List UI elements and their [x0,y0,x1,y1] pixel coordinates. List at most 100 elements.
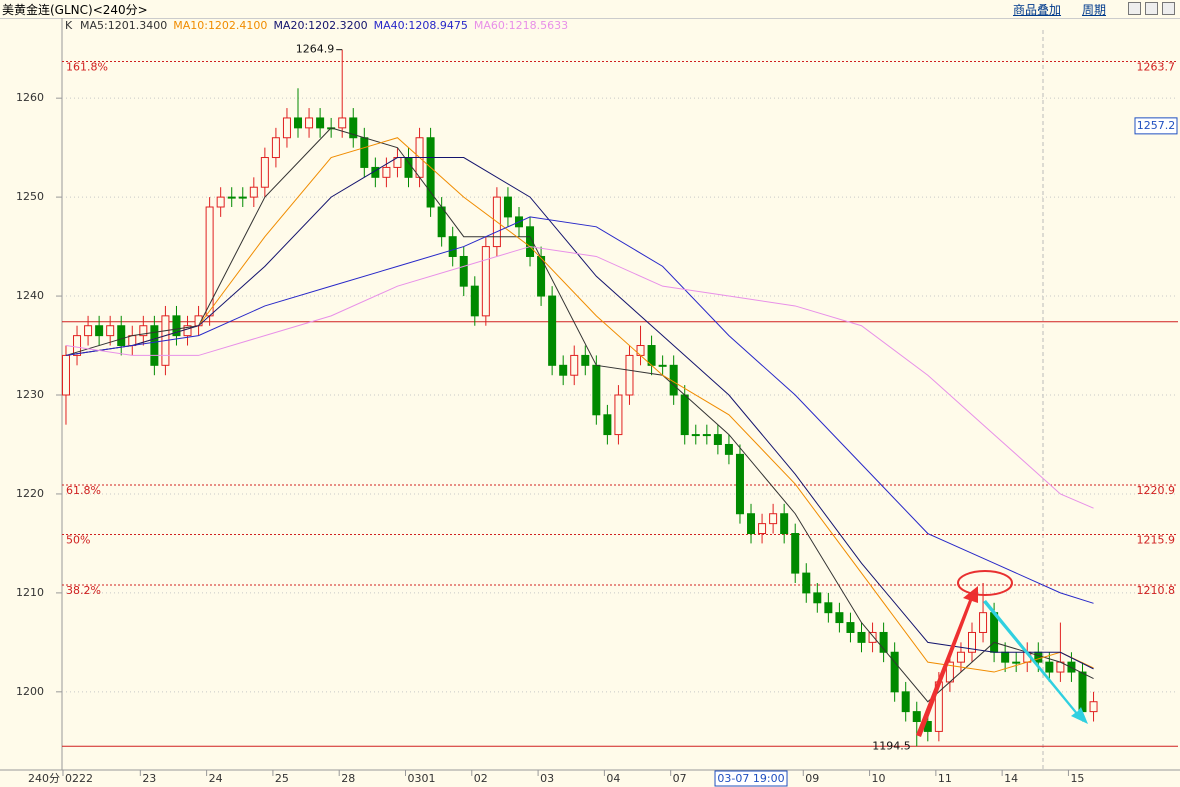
x-tick-label: 25 [275,772,289,785]
fib-value: 1220.9 [1137,484,1176,497]
x-tick-label: 15 [1070,772,1084,785]
x-tick-label: 11 [938,772,952,785]
candle-body [603,414,612,436]
fib-ratio: 61.8% [66,484,101,497]
x-tick-label: 07 [673,772,687,785]
title-bar: 美黄金连(GLNC)<240分> 商品叠加 周期 [0,0,1180,19]
nav-button[interactable] [1162,2,1175,15]
candle-body [636,345,645,356]
x-tick-label: 14 [1004,772,1018,785]
x-tick-label: 10 [872,772,886,785]
candle-body [216,196,225,208]
candle-body [1045,661,1054,673]
period-label: 240分 [28,772,60,785]
cursor-time: 03-07 19:00 [717,772,784,785]
candle-body [128,335,137,347]
cursor-price: 1257.2 [1137,119,1176,132]
cursor-price-box [1134,117,1178,135]
candle-body [1012,661,1021,664]
nav-button[interactable] [1145,2,1158,15]
candle-body [592,364,601,416]
period-button[interactable]: 周期 [1082,3,1107,17]
candle-body [338,117,347,129]
candle-body [73,335,82,356]
candle-body [791,533,800,574]
fib-ratio: 161.8% [66,61,108,74]
candle-body [404,157,413,178]
candle-body [139,325,148,337]
low-label: 1194.5 [872,739,911,752]
high-label: 1264.9 [296,43,335,56]
candle-body [614,394,623,436]
candle-body [702,434,711,437]
candle-body [802,572,811,594]
candle-body [448,236,457,257]
candle-body [581,354,590,366]
candle-body [1078,671,1087,713]
candle-body [349,117,358,139]
y-tick-label: 1240 [16,289,44,302]
candle-body [481,246,490,317]
candle-body [227,196,236,199]
candle-body [647,345,656,366]
marks: 1200 1210 1220 1230 1240 1250 1260 0222 23 24 25 28… [16,19,1178,787]
x-tick-label: 23 [142,772,156,785]
y-tick-label: 1250 [16,190,44,203]
y-tick-label: 1200 [16,685,44,698]
candle-body [990,612,999,653]
x-tick-label: 0301 [407,772,435,785]
candle-body [117,325,126,347]
ma-line [65,216,1094,604]
candle-body [526,226,535,257]
candle-body [437,206,446,238]
legend-entry: MA60:1218.5633 [474,19,568,32]
candle-body [1001,651,1010,663]
candle-body [316,117,325,129]
candle-body [537,255,546,297]
candle-body [735,453,744,515]
ma-line [65,127,1094,703]
chart: K 240分 1200 1210 1220 1230 1240 1250 1260 0222 2… [0,18,1180,787]
candle-body [305,117,314,129]
candle-body [846,622,855,633]
x-tick-label: 04 [606,772,620,785]
candle-body [95,325,104,337]
legend-entry: MA5:1201.3400 [80,19,167,32]
y-tick-label: 1260 [16,91,44,104]
candle-body [868,631,877,643]
instrument-title: 美黄金连(GLNC)<240分> [2,3,148,17]
overlay-button[interactable]: 商品叠加 [1013,3,1062,17]
candle-body [61,354,70,396]
candle-body [470,285,479,317]
y-tick-label: 1210 [16,586,44,599]
fib-ratio: 50% [66,534,90,547]
y-tick-label: 1220 [16,487,44,500]
ma-line [65,137,1094,673]
candle-body [780,513,789,535]
candle-body [106,325,115,337]
x-tick-label: 02 [474,772,488,785]
fib-ratio: 38.2% [66,584,101,597]
candle-body [769,513,778,525]
candle-body [724,443,733,455]
candle-body [183,325,192,337]
candle-body [294,117,303,129]
indicator-label: K [65,19,73,32]
ma-line [65,157,1094,670]
fib-value: 1263.7 [1137,61,1176,74]
nav-button[interactable] [1128,2,1141,15]
x-tick-label: 28 [341,772,355,785]
ma-line [65,246,1094,509]
candle-body [979,612,988,633]
candle-body [1034,651,1043,663]
candle-body [713,434,722,445]
candle-body [360,137,369,168]
candle-body [548,295,557,366]
candle-body [249,186,258,198]
candle-body [956,651,965,663]
cursor-time-box [714,770,788,787]
up-arrow [916,586,978,737]
candle-body [747,513,756,535]
x-tick-label: 0222 [65,772,93,785]
candle-body [691,434,700,437]
